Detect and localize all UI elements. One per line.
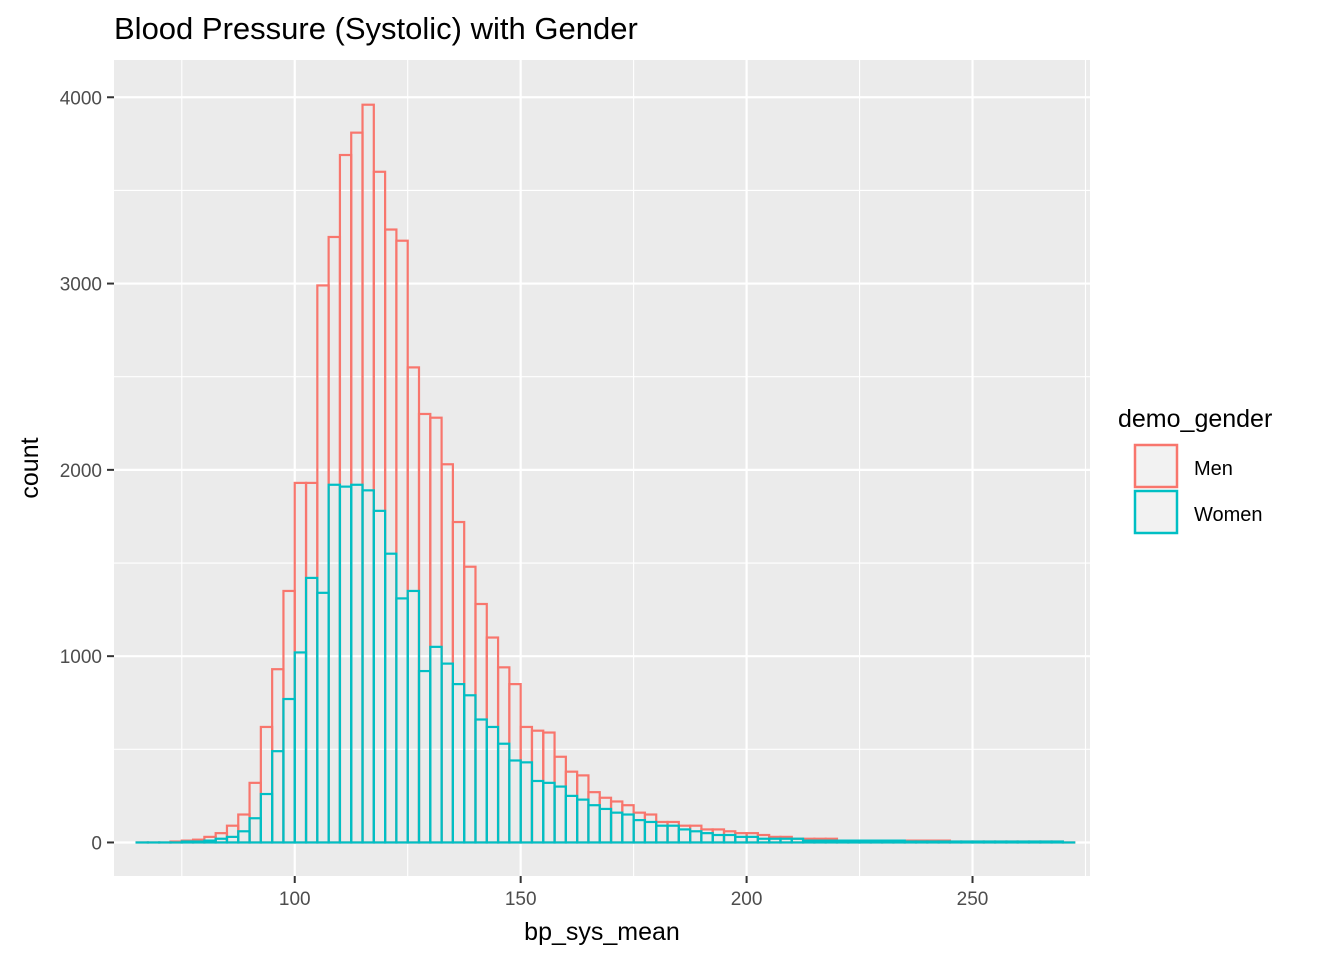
legend-title: demo_gender: [1118, 405, 1272, 433]
bar-women-66: [881, 839, 895, 844]
bar-women-5: [191, 840, 206, 844]
bar-women-74: [971, 840, 985, 844]
y-tick-label: 4000: [60, 88, 102, 109]
x-tick-label: 100: [279, 889, 311, 910]
bar-women-81: [1050, 840, 1064, 844]
bar-women-65: [869, 839, 884, 844]
x-axis: 100 150 200 250: [279, 876, 988, 910]
legend-label-men: Men: [1194, 458, 1233, 480]
series-women-bars: [135, 483, 1076, 844]
bar-women-78: [1016, 840, 1031, 844]
bar-women-60: [813, 839, 827, 844]
legend-item-men: Men: [1133, 443, 1233, 489]
bar-women-6: [203, 839, 217, 844]
legend-item-women: Women: [1133, 489, 1263, 535]
bar-women-62: [835, 839, 850, 844]
bar-women-61: [824, 839, 839, 844]
bar-women-77: [1005, 840, 1019, 844]
chart-title: Blood Pressure (Systolic) with Gender: [114, 11, 638, 46]
bar-women-59: [801, 839, 816, 844]
x-tick-label: 200: [731, 889, 763, 910]
y-tick-label: 1000: [60, 647, 102, 668]
x-tick-label: 250: [957, 889, 989, 910]
bar-women-68: [903, 840, 918, 844]
legend-key-men: [1133, 443, 1179, 489]
bar-women-67: [892, 839, 906, 844]
bar-women-72: [948, 840, 963, 844]
bar-women-71: [937, 840, 952, 844]
y-tick-label: 0: [91, 833, 102, 854]
y-axis-title: count: [16, 437, 44, 498]
panel-background: [114, 60, 1090, 876]
bar-women-76: [994, 840, 1008, 844]
bar-women-63: [847, 839, 861, 844]
x-axis-title: bp_sys_mean: [524, 918, 680, 946]
bar-women-4: [180, 840, 195, 844]
legend: demo_gender Men Women: [1118, 405, 1272, 535]
bar-women-69: [914, 840, 929, 844]
x-tick-label: 150: [505, 889, 537, 910]
y-tick-label: 3000: [60, 275, 102, 296]
bar-women-64: [858, 839, 872, 844]
plot-panel: [114, 60, 1090, 876]
bar-women-73: [960, 840, 974, 844]
legend-label-women: Women: [1194, 504, 1263, 526]
bar-women-79: [1027, 840, 1042, 844]
legend-key-women: [1133, 489, 1179, 535]
bar-women-80: [1039, 840, 1053, 844]
bar-women-75: [982, 840, 997, 844]
y-tick-label: 2000: [60, 461, 102, 482]
y-axis: 0 1000 2000 3000 4000: [60, 88, 114, 854]
bar-women-70: [926, 840, 940, 844]
